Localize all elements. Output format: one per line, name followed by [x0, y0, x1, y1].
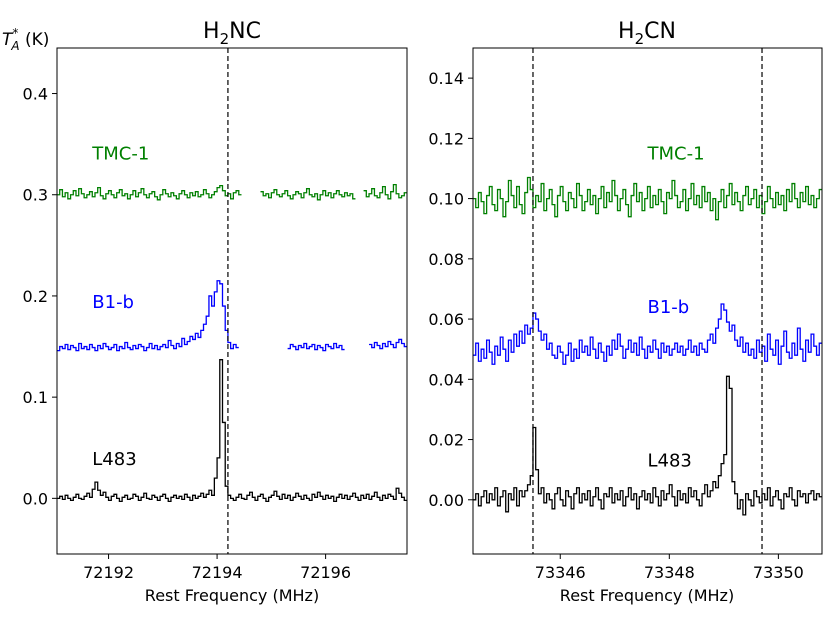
y-tick-label: 0.06 [428, 310, 464, 329]
source-label: B1-b [648, 297, 690, 318]
spectrum-line [363, 183, 407, 200]
spectrum-line [57, 280, 239, 352]
y-tick-label: 0.08 [428, 250, 464, 269]
x-ticks: 72192 72194 72196 [83, 554, 351, 582]
spectrum-line [473, 176, 822, 221]
spectrum-line [369, 338, 407, 350]
spectrum-line [473, 375, 822, 516]
y-tick-label: 0.2 [23, 287, 48, 306]
panel-title: H2NC [203, 19, 261, 48]
plot-area: TMC-1 B1-b L483 [57, 48, 407, 554]
panel-title: H2CN [618, 19, 676, 48]
spectrum-line [473, 303, 822, 365]
panel-h2nc: H2NC TMC-1 B1-b L483 0.0 0.1 0.2 0.3 0.4 72192… [23, 19, 408, 605]
spectrum-line [57, 359, 407, 503]
y-tick-label: 0.3 [23, 186, 48, 205]
source-label: L483 [92, 449, 136, 470]
source-label: B1-b [92, 292, 134, 313]
y-tick-label: 0.12 [428, 129, 464, 148]
x-tick-label: 73348 [644, 563, 695, 582]
x-tick-label: 73350 [753, 563, 804, 582]
source-label: TMC-1 [647, 143, 705, 164]
source-label: L483 [648, 451, 692, 472]
y-tick-label: 0.04 [428, 370, 464, 389]
spectrum-line [287, 342, 345, 352]
y-tick-label: 0.0 [23, 489, 48, 508]
x-axis-label: Rest Frequency (MHz) [560, 586, 734, 605]
y-tick-label: 0.14 [428, 69, 464, 88]
y-tick-label: 0.1 [23, 388, 48, 407]
y-tick-label: 0.02 [428, 431, 464, 450]
y-tick-label: 0.00 [428, 491, 464, 510]
y-ticks: 0.0 0.1 0.2 0.3 0.4 [23, 85, 57, 508]
spectrum-line [57, 184, 242, 201]
y-tick-label: 0.10 [428, 190, 464, 209]
axes-frame [56, 47, 408, 555]
spectrum-line [260, 188, 356, 201]
source-label: TMC-1 [91, 143, 149, 164]
x-tick-label: 73346 [535, 563, 586, 582]
x-tick-label: 72194 [192, 563, 243, 582]
axes-frame [472, 47, 823, 555]
x-tick-label: 72196 [300, 563, 351, 582]
x-tick-label: 72192 [83, 563, 134, 582]
y-ticks: 0.00 0.02 0.04 0.06 0.08 0.10 0.12 0.14 [428, 69, 473, 510]
x-ticks: 73346 73348 73350 [535, 554, 804, 582]
y-axis-label: T* A (K) [2, 26, 49, 53]
x-axis-label: Rest Frequency (MHz) [145, 586, 319, 605]
plot-area: TMC-1 B1-b L483 [473, 48, 822, 554]
y-tick-label: 0.4 [23, 85, 48, 104]
